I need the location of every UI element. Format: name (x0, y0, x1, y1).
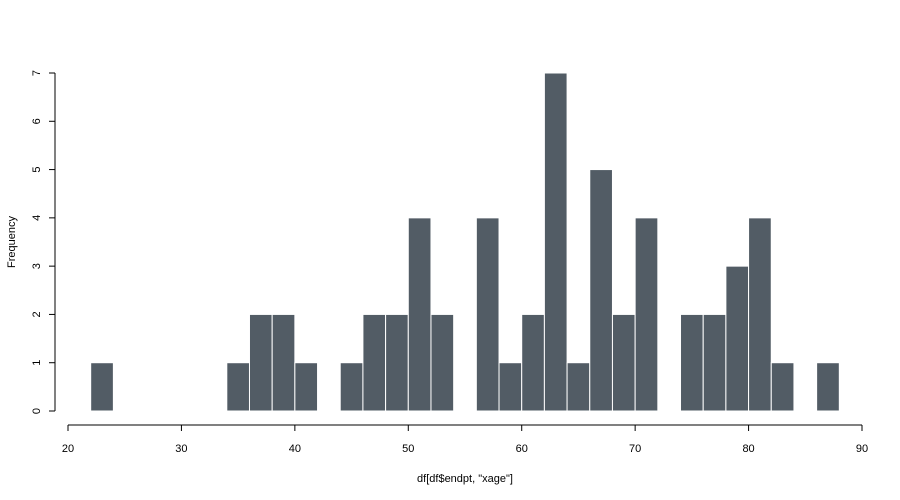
histogram-bar (566, 362, 591, 412)
x-tick-label: 20 (62, 443, 74, 455)
y-tick-label: 3 (31, 263, 43, 269)
histogram-bar (407, 217, 432, 412)
y-axis-title: Frequency (6, 216, 18, 268)
histogram-bar (226, 362, 250, 412)
x-tick-label: 50 (402, 443, 414, 455)
y-tick-label: 7 (31, 70, 43, 76)
histogram-bar (248, 313, 273, 412)
histogram-bar (362, 313, 387, 412)
histogram-bar (385, 313, 409, 412)
x-tick-label: 90 (856, 443, 868, 455)
histogram-bar (770, 362, 795, 412)
x-tick-label: 60 (516, 443, 528, 455)
y-tick-label: 4 (31, 215, 43, 221)
histogram-bar (90, 362, 114, 412)
histogram-bar (430, 313, 455, 412)
x-tick-label: 70 (629, 443, 641, 455)
x-tick-label: 80 (742, 443, 754, 455)
histogram-bar (271, 313, 296, 412)
histogram-bar (725, 265, 750, 412)
histogram-bar (339, 362, 364, 412)
x-axis: 20 30 40 50 60 70 80 90 (62, 424, 868, 455)
x-axis-title: df[df$endpt, "xage"] (417, 473, 513, 485)
y-tick-label: 1 (31, 360, 43, 366)
y-axis: 0 1 2 3 4 5 6 7 (31, 70, 56, 414)
histogram-bar (521, 313, 545, 412)
histogram-bar (294, 362, 319, 412)
y-tick-label: 0 (31, 408, 43, 414)
histogram-bar (589, 169, 613, 412)
histogram-bar (475, 217, 500, 412)
histogram-bar (498, 362, 523, 412)
histogram-bar (816, 362, 840, 412)
x-tick-label: 30 (175, 443, 187, 455)
histogram-bar (543, 72, 568, 412)
histogram-bar (680, 313, 704, 412)
y-tick-label: 6 (31, 118, 43, 124)
y-tick-label: 2 (31, 311, 43, 317)
histogram-bar (634, 217, 659, 412)
x-tick-label: 40 (289, 443, 301, 455)
histogram-bars (90, 72, 840, 412)
histogram-bar (611, 313, 636, 412)
histogram-bar (702, 313, 727, 412)
histogram-bar (748, 217, 772, 412)
y-tick-label: 5 (31, 167, 43, 173)
